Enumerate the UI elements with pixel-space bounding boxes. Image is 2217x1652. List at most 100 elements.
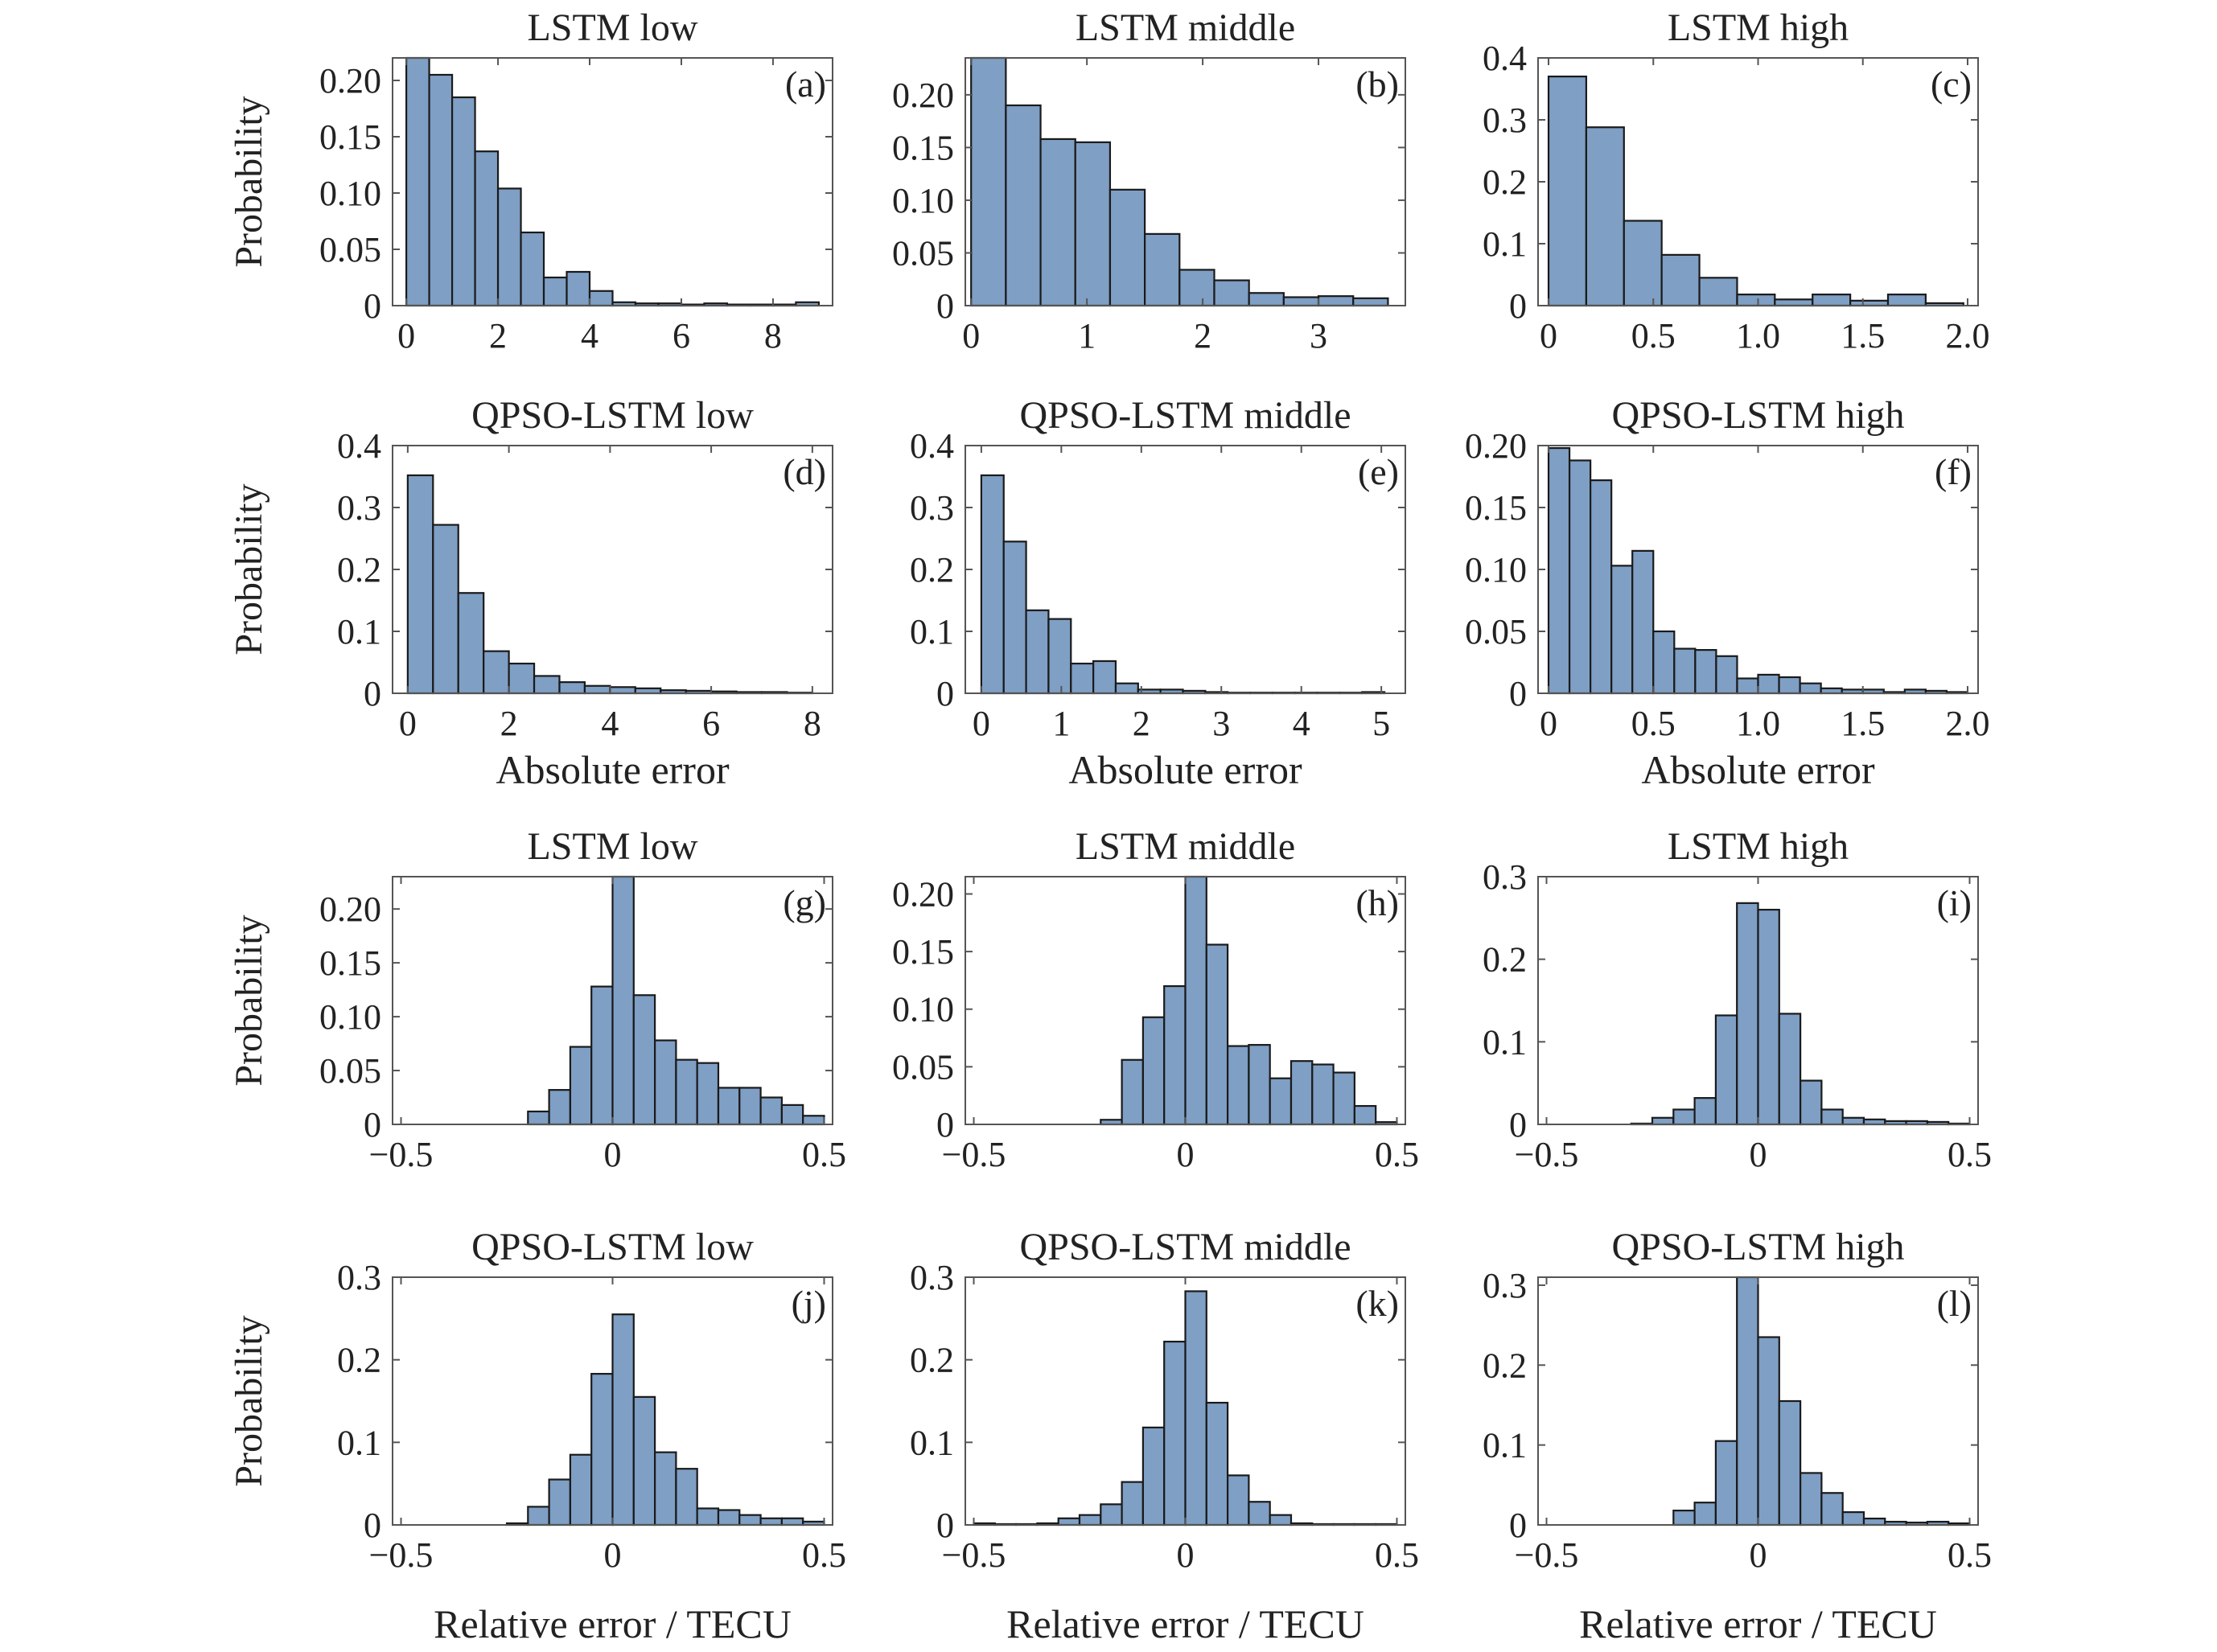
histogram-bar: [569, 1453, 593, 1527]
histogram-bar: [1757, 673, 1780, 695]
histogram-bar: [780, 1103, 804, 1126]
histogram-bar: [1269, 1514, 1293, 1527]
y-tick-label: 0: [364, 286, 381, 326]
histogram-bar: [457, 592, 485, 695]
histogram-bar: [1778, 1399, 1802, 1527]
histogram-bar: [1184, 875, 1207, 1126]
histogram-bar: [1144, 232, 1181, 307]
y-tick-label: 0: [936, 1105, 954, 1144]
histogram-bar: [496, 187, 522, 307]
histogram-bar: [1652, 630, 1676, 695]
y-tick-label: 0: [936, 1506, 954, 1545]
x-tick-label: 0: [1750, 1135, 1767, 1174]
histogram-bar: [590, 1373, 614, 1527]
x-axis-label: Relative error / TECU: [434, 1601, 792, 1646]
histogram-bar: [1715, 655, 1738, 695]
panel-tag: (c): [1931, 64, 1972, 105]
y-tick-label: 0.10: [892, 990, 954, 1029]
histogram-bar: [1799, 1079, 1823, 1126]
y-axis-label: Probability: [228, 96, 270, 267]
y-tick-label: 0.05: [1465, 612, 1527, 651]
x-tick-label: 0: [604, 1535, 622, 1575]
histogram-bar: [1693, 1502, 1717, 1527]
histogram-bar: [1568, 459, 1592, 695]
y-tick-label: 0.20: [1465, 426, 1527, 466]
panel-tag: (d): [783, 451, 826, 492]
y-tick-label: 0.2: [1483, 940, 1527, 980]
axes-frame: [965, 57, 1406, 306]
histogram-bar: [1714, 1014, 1738, 1126]
histogram-bar: [1774, 298, 1814, 307]
x-tick-label: 0.5: [1631, 316, 1676, 355]
y-tick-label: 0.05: [892, 1047, 954, 1087]
histogram-bar: [632, 1395, 656, 1527]
x-tick-label: 0.5: [1948, 1535, 1992, 1575]
x-tick-label: 1.0: [1736, 316, 1780, 355]
panel-d: 0 0.1 0.2 0.3 0.4 0 2 4 6 8 QPSO-LSTM low (d) Probab…: [228, 394, 833, 792]
panel-tag: (j): [792, 1283, 826, 1324]
histogram-bar: [1092, 660, 1117, 695]
y-tick-label: 0.1: [337, 1423, 381, 1462]
histogram-bar: [759, 1096, 783, 1126]
histogram-bar: [1025, 609, 1050, 695]
histogram-bar: [1317, 295, 1355, 307]
histogram-bar: [1736, 1276, 1759, 1527]
histogram-bar: [405, 56, 430, 307]
histogram-bar: [1714, 1440, 1738, 1527]
y-tick-label: 0.3: [1483, 857, 1527, 897]
histogram-bar: [1141, 1426, 1166, 1527]
y-tick-label: 0.2: [910, 550, 954, 590]
y-tick-label: 0.4: [910, 426, 954, 466]
panel-c: 0 0.1 0.2 0.3 0.4 0 0.5 1.0 1.5 2.0 LSTM high (c): [1483, 6, 1989, 355]
x-axis-label: Relative error / TECU: [1006, 1601, 1364, 1646]
x-tick-label: 0: [973, 704, 990, 743]
histogram-bar: [802, 1115, 825, 1126]
histogram-bar: [474, 150, 500, 307]
histogram-bar: [1047, 618, 1072, 695]
histogram-bar: [738, 1514, 762, 1527]
histogram-bar: [738, 1087, 762, 1126]
x-tick-label: 0: [1540, 704, 1557, 743]
histogram-bar: [759, 1517, 783, 1527]
x-tick-label: 0: [1540, 316, 1557, 355]
x-tick-label: 0: [1177, 1535, 1195, 1575]
histogram-bar: [1841, 1511, 1865, 1527]
panel-tag: (i): [1937, 882, 1972, 923]
x-axis-label: Absolute error: [496, 747, 730, 792]
x-tick-label: 0.5: [802, 1535, 846, 1575]
histogram-bar: [450, 96, 476, 307]
histogram-bar: [1698, 277, 1738, 307]
x-tick-label: −0.5: [1515, 1135, 1579, 1174]
y-tick-label: 0.15: [892, 932, 954, 972]
y-tick-label: 0.3: [910, 1258, 954, 1297]
histogram-bar: [428, 73, 454, 307]
panel-tag: (g): [783, 882, 826, 923]
histogram-bar: [1585, 126, 1625, 307]
y-axis-label: Probability: [228, 483, 270, 655]
panel-tag: (h): [1355, 882, 1399, 923]
histogram-bar: [980, 474, 1005, 695]
axes-frame: [392, 57, 833, 306]
y-tick-label: 0.10: [319, 997, 381, 1037]
histogram-bar: [1672, 1108, 1696, 1126]
x-tick-label: 4: [601, 704, 619, 743]
panel-title: LSTM middle: [1076, 825, 1295, 868]
y-tick-label: 0.1: [1483, 1022, 1527, 1062]
histogram-bar: [696, 1062, 720, 1126]
histogram-bar: [1757, 1336, 1780, 1527]
histogram-bar: [1736, 677, 1759, 695]
y-tick-label: 0.20: [319, 61, 381, 101]
y-tick-label: 0.1: [337, 612, 381, 651]
panel-tag: (e): [1358, 451, 1399, 492]
panel-title: QPSO-LSTM low: [471, 394, 754, 437]
y-tick-label: 0: [1509, 1105, 1527, 1144]
panel-title: QPSO-LSTM middle: [1019, 394, 1351, 437]
histogram-bar: [632, 994, 656, 1126]
x-tick-label: 0: [962, 316, 980, 355]
histogram-bar: [609, 686, 636, 695]
